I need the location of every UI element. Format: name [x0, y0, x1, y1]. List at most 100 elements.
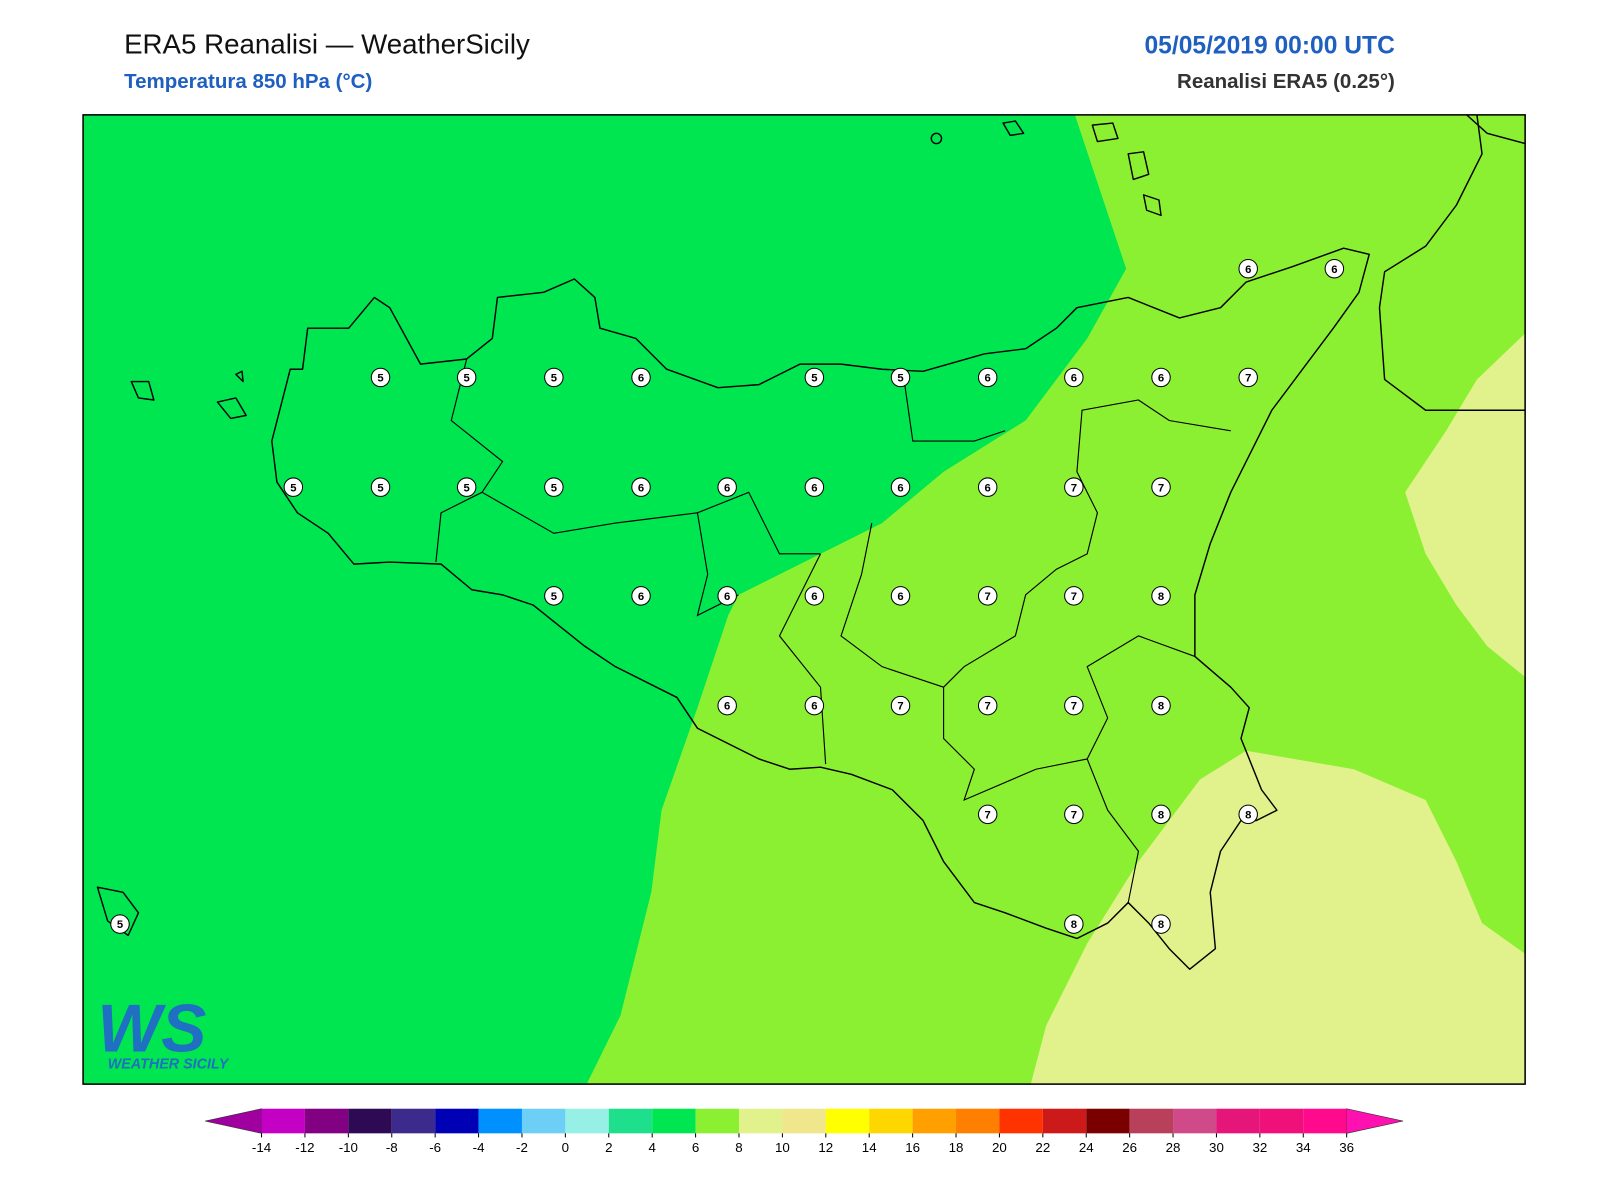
station-value: 5 [811, 373, 817, 385]
logo-text: WEATHER SICILY [108, 1057, 230, 1073]
colorbar-segment [912, 1108, 957, 1134]
colorbar-segment [348, 1108, 392, 1134]
colorbar-segment [435, 1108, 479, 1134]
colorbar-tick-label: -4 [473, 1140, 485, 1155]
colorbar-segment [825, 1108, 870, 1134]
station-marker [1064, 804, 1084, 825]
station-marker [1324, 258, 1345, 279]
station-marker [1064, 477, 1084, 497]
station-marker [456, 477, 477, 497]
stations: 6 6 5 5 5 6 5 5 6 6 6 7 5 5 5 5 6 6 6 6 6 7 7 5 6 6 6 6 7 7 8 6 6 7 7 7 8 7 7 8… [110, 258, 1345, 934]
station-marker [804, 477, 825, 497]
station-marker [1151, 367, 1171, 388]
colorbar-tick-label: -8 [386, 1140, 398, 1155]
station-value: 7 [897, 701, 903, 713]
station-marker [1151, 804, 1171, 825]
station-value: 6 [638, 591, 644, 603]
station-value: 6 [1331, 264, 1337, 276]
station-marker [110, 914, 130, 934]
logo-mark: WS [97, 991, 206, 1066]
colorbar-segment [738, 1108, 783, 1134]
colorbar-tick-label: 22 [1035, 1140, 1050, 1155]
station-value: 5 [377, 482, 383, 494]
colorbar-tick-label: -12 [295, 1140, 314, 1155]
station-value: 8 [1158, 809, 1164, 821]
station-marker [1238, 804, 1258, 825]
map-frame [82, 114, 1526, 1085]
station-marker [1151, 477, 1171, 497]
station-value: 6 [811, 591, 817, 603]
field-8-10 [1405, 333, 1526, 677]
station-marker [1151, 695, 1171, 716]
station-value: 6 [1158, 373, 1164, 385]
station-marker [890, 586, 911, 606]
station-marker [631, 477, 651, 497]
station-value: 5 [551, 482, 557, 494]
station-marker [1238, 367, 1258, 388]
colorbar-tick-label: 34 [1296, 1140, 1311, 1155]
station-marker [1064, 914, 1084, 934]
station-value: 6 [724, 482, 730, 494]
station-marker [1064, 695, 1084, 716]
province-border [435, 358, 1231, 903]
station-marker [977, 804, 998, 825]
colorbar: -14 -12 -10 -8 -6 -4 -2 0 2 4 6 8 10 12 14 16 18 20 22 24 26… [205, 1108, 1404, 1155]
station-marker [804, 367, 825, 388]
station-value: 7 [1071, 701, 1077, 713]
station-value: 5 [290, 482, 296, 494]
colorbar-segment [391, 1108, 436, 1134]
station-value: 5 [117, 919, 123, 931]
colorbar-tick-label: 8 [735, 1140, 742, 1155]
colorbar-segment [478, 1108, 522, 1134]
colorbar-segment [956, 1108, 1000, 1134]
station-marker [544, 586, 564, 606]
colorbar-segment [1086, 1108, 1130, 1134]
island [1002, 120, 1025, 137]
station-marker [631, 586, 651, 606]
station-marker [456, 367, 477, 388]
colorbar-segment [565, 1108, 609, 1134]
colorbar-tick-label: -6 [429, 1140, 441, 1155]
station-value: 6 [724, 701, 730, 713]
station-value: 7 [985, 809, 991, 821]
station-value: 5 [377, 373, 383, 385]
colorbar-tick-label: 20 [992, 1140, 1007, 1155]
station-value: 6 [724, 591, 730, 603]
station-marker [1064, 367, 1084, 388]
colorbar-tick-label: 6 [692, 1140, 699, 1155]
colorbar-segment [782, 1108, 826, 1134]
colorbar-tick-label: 30 [1209, 1140, 1224, 1155]
calabria-coast [1378, 114, 1526, 411]
colorbar-segment [304, 1108, 349, 1134]
island [1127, 151, 1150, 181]
station-marker [977, 695, 998, 716]
station-value: 6 [985, 373, 991, 385]
colorbar-tick-label: 24 [1079, 1140, 1094, 1155]
title: ERA5 Reanalisi — WeatherSicily [124, 28, 530, 59]
sicily-coast [271, 247, 1370, 970]
colorbar-segment [1216, 1108, 1260, 1134]
station-value: 5 [464, 482, 470, 494]
station-value: 5 [464, 373, 470, 385]
colorbar-tick-label: -2 [516, 1140, 528, 1155]
colorbar-segment [695, 1108, 739, 1134]
colorbar-tick-label: 0 [562, 1140, 569, 1155]
station-value: 7 [1245, 373, 1251, 385]
island [1091, 122, 1119, 143]
station-value: 8 [1158, 919, 1164, 931]
field-8-10 [1030, 750, 1526, 1085]
station-marker [977, 477, 998, 497]
island [216, 397, 247, 420]
colorbar-segment [261, 1108, 305, 1134]
station-marker [544, 367, 564, 388]
colorbar-segment [521, 1108, 566, 1134]
station-marker [717, 695, 737, 716]
colorbar-tick-label: 2 [605, 1140, 612, 1155]
logo: WS WEATHER SICILY [97, 991, 229, 1072]
map: 6 6 5 5 5 6 5 5 6 6 6 7 5 5 5 5 6 6 6 6 6 7 7 5 6 6 6 6 7 7 8 6 6 7 7 7 8 7 7 8… [83, 114, 1526, 1085]
colorbar-segment [999, 1108, 1043, 1134]
colorbar-segment [1303, 1108, 1347, 1134]
station-marker [283, 477, 304, 497]
island [1142, 194, 1162, 217]
